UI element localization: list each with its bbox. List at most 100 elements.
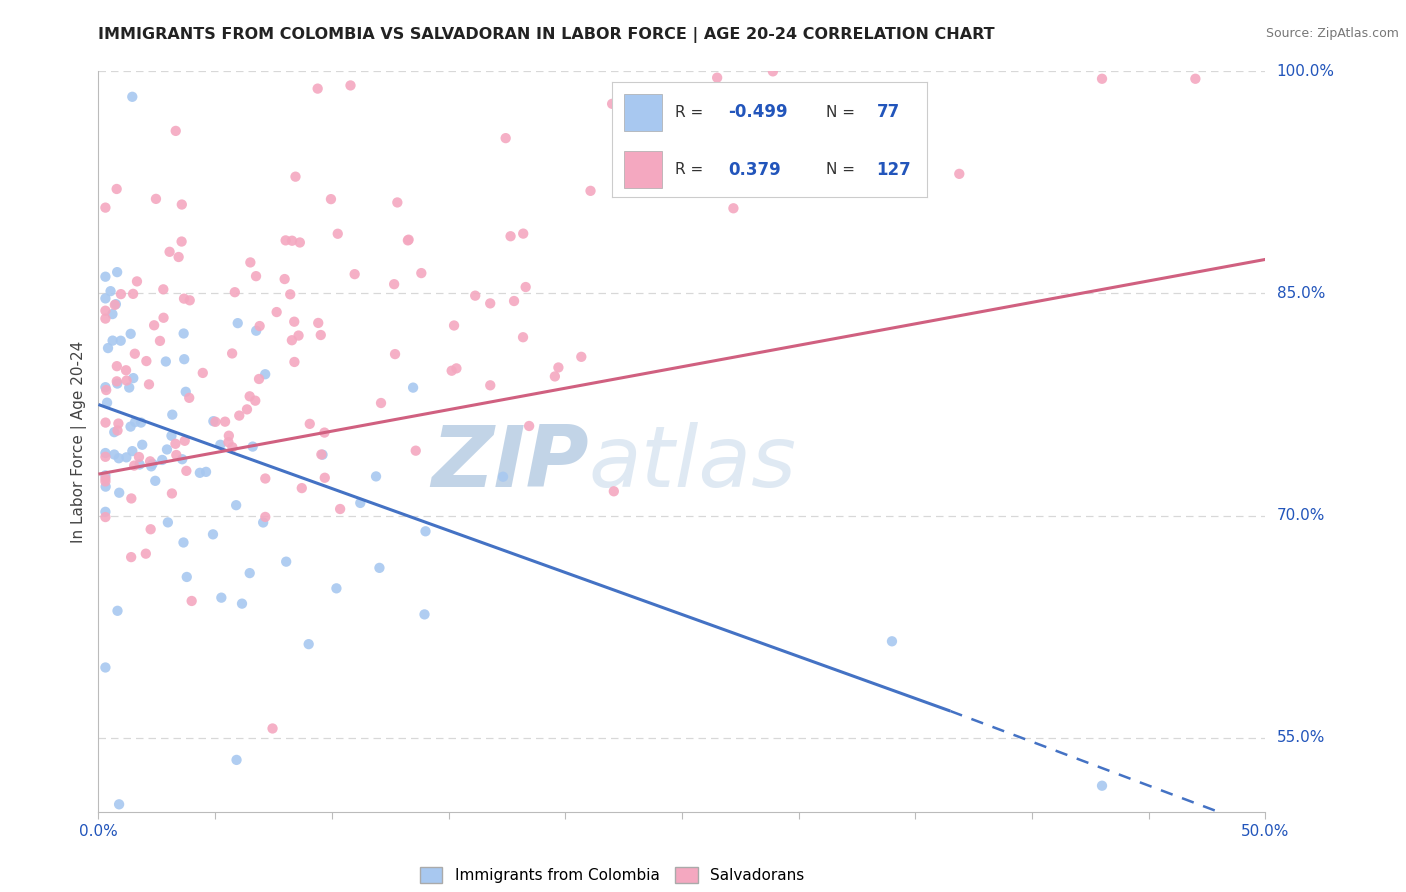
Point bbox=[311, 447, 333, 461]
Point bbox=[107, 604, 129, 618]
Point bbox=[880, 634, 903, 648]
Point bbox=[443, 318, 465, 333]
Point bbox=[131, 438, 153, 452]
Point bbox=[364, 469, 387, 483]
Text: atlas: atlas bbox=[589, 422, 797, 505]
Point bbox=[115, 363, 138, 377]
Point bbox=[329, 502, 352, 516]
Point bbox=[115, 374, 138, 388]
Point bbox=[1091, 779, 1114, 793]
Point bbox=[170, 235, 193, 249]
Point bbox=[176, 464, 198, 478]
Point bbox=[479, 378, 502, 392]
Point bbox=[179, 293, 201, 308]
Point bbox=[108, 797, 131, 812]
Point bbox=[139, 522, 162, 536]
Point bbox=[706, 70, 728, 85]
Point bbox=[105, 182, 128, 196]
Point bbox=[122, 371, 145, 385]
Point bbox=[128, 458, 150, 472]
Point bbox=[464, 288, 486, 302]
Point bbox=[94, 480, 117, 494]
Point bbox=[94, 292, 117, 306]
Point bbox=[274, 233, 297, 247]
Point bbox=[110, 334, 132, 348]
Point bbox=[121, 444, 143, 458]
Point bbox=[156, 516, 179, 530]
Point bbox=[254, 510, 277, 524]
Point bbox=[159, 244, 181, 259]
Point bbox=[226, 316, 249, 330]
Point bbox=[411, 266, 433, 280]
Point bbox=[179, 391, 201, 405]
Point bbox=[252, 516, 274, 530]
Point bbox=[170, 197, 193, 211]
Point bbox=[143, 474, 166, 488]
Point bbox=[368, 561, 391, 575]
Point bbox=[370, 396, 392, 410]
Point bbox=[214, 415, 236, 429]
Point bbox=[152, 282, 174, 296]
Point bbox=[209, 591, 232, 605]
Text: 70.0%: 70.0% bbox=[1277, 508, 1324, 523]
Point bbox=[311, 448, 333, 462]
Point bbox=[247, 372, 270, 386]
Point bbox=[254, 368, 277, 382]
Point bbox=[105, 265, 128, 279]
Point bbox=[142, 457, 165, 471]
Point bbox=[225, 498, 247, 512]
Point bbox=[413, 607, 436, 622]
Point bbox=[94, 471, 117, 485]
Text: 55.0%: 55.0% bbox=[1277, 731, 1324, 745]
Point bbox=[614, 151, 637, 165]
Point bbox=[579, 184, 602, 198]
Point bbox=[218, 428, 240, 442]
Point bbox=[94, 380, 117, 394]
Point bbox=[141, 459, 163, 474]
Point bbox=[94, 505, 117, 519]
Point bbox=[191, 366, 214, 380]
Point bbox=[446, 361, 468, 376]
Point bbox=[291, 481, 314, 495]
Point bbox=[249, 319, 271, 334]
Point bbox=[762, 64, 785, 78]
Text: ZIP: ZIP bbox=[430, 422, 589, 505]
Point bbox=[405, 443, 427, 458]
Point bbox=[180, 594, 202, 608]
Point bbox=[492, 469, 515, 483]
Point bbox=[128, 450, 150, 464]
Point bbox=[120, 491, 142, 506]
Point bbox=[122, 458, 145, 473]
Point bbox=[129, 416, 152, 430]
Point bbox=[266, 305, 288, 319]
Point bbox=[94, 303, 117, 318]
Point bbox=[121, 90, 143, 104]
Point bbox=[239, 566, 262, 580]
Point bbox=[284, 169, 307, 184]
Point bbox=[325, 582, 347, 596]
Point bbox=[160, 486, 183, 500]
Point bbox=[273, 272, 295, 286]
Point bbox=[307, 81, 329, 95]
Point bbox=[135, 547, 157, 561]
Point bbox=[314, 425, 336, 440]
Point bbox=[512, 227, 534, 241]
Point bbox=[145, 192, 167, 206]
Point bbox=[603, 484, 626, 499]
Point bbox=[283, 355, 305, 369]
Point bbox=[165, 437, 187, 451]
Point bbox=[188, 466, 211, 480]
Point bbox=[152, 310, 174, 325]
Point bbox=[167, 250, 190, 264]
Point bbox=[107, 417, 129, 431]
Point bbox=[281, 234, 304, 248]
Point bbox=[149, 334, 172, 348]
Point bbox=[94, 311, 117, 326]
Point bbox=[138, 377, 160, 392]
Point bbox=[499, 229, 522, 244]
Point bbox=[298, 637, 321, 651]
Point bbox=[172, 452, 194, 467]
Point bbox=[314, 471, 336, 485]
Point bbox=[245, 393, 267, 408]
Text: IMMIGRANTS FROM COLOMBIA VS SALVADORAN IN LABOR FORCE | AGE 20-24 CORRELATION CH: IMMIGRANTS FROM COLOMBIA VS SALVADORAN I… bbox=[98, 27, 995, 43]
